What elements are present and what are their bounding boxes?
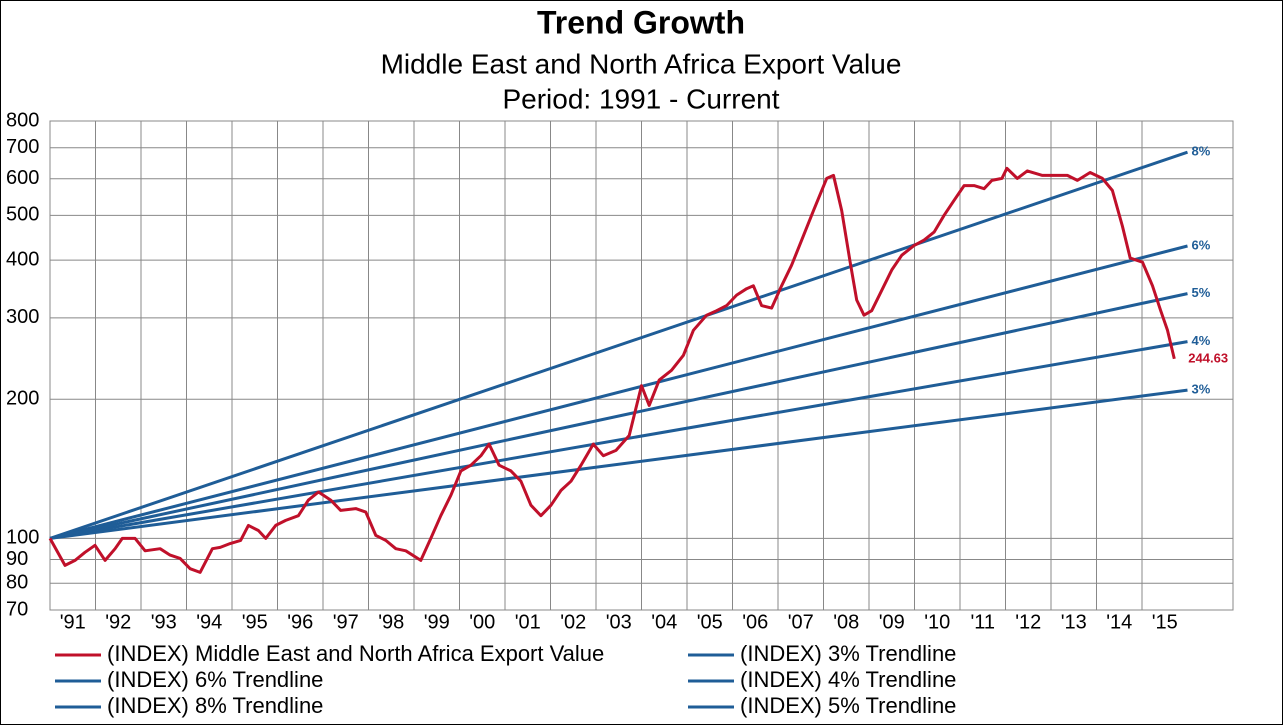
- series-line: [49, 388, 1188, 540]
- end-label: 4%: [1192, 333, 1211, 348]
- chart-title: Trend Growth: [537, 4, 745, 40]
- x-tick-label: '94: [196, 611, 222, 633]
- x-tick-label: '13: [1061, 611, 1087, 633]
- legend-label: (INDEX) 3% Trendline: [740, 641, 956, 666]
- y-tick-label: 300: [6, 306, 39, 328]
- x-tick-label: '96: [287, 611, 313, 633]
- x-tick-label: '12: [1015, 611, 1041, 633]
- y-tick-label: 600: [6, 167, 39, 189]
- x-tick-label: '92: [105, 611, 131, 633]
- legend-label: (INDEX) Middle East and North Africa Exp…: [107, 641, 604, 666]
- x-tick-label: '06: [742, 611, 768, 633]
- x-tick-label: '00: [469, 611, 495, 633]
- y-tick-label: 100: [6, 527, 39, 549]
- x-tick-label: '15: [1152, 611, 1178, 633]
- legend-label: (INDEX) 6% Trendline: [107, 667, 323, 692]
- end-label: 6%: [1192, 237, 1211, 252]
- x-tick-label: '04: [651, 611, 677, 633]
- legend-label: (INDEX) 4% Trendline: [740, 667, 956, 692]
- series-line: [49, 244, 1188, 540]
- chart-subtitle: Period: 1991 - Current: [502, 83, 779, 114]
- series-line: [49, 150, 1188, 540]
- series-line: [49, 292, 1188, 540]
- x-tick-label: '05: [697, 611, 723, 633]
- y-tick-label: 80: [6, 571, 28, 593]
- x-tick-label: '99: [424, 611, 450, 633]
- x-tick-label: '03: [606, 611, 632, 633]
- y-tick-label: 70: [6, 598, 28, 620]
- x-tick-label: '91: [60, 611, 86, 633]
- y-tick-label: 90: [6, 548, 28, 570]
- x-tick-label: '93: [151, 611, 177, 633]
- legend-label: (INDEX) 5% Trendline: [740, 693, 956, 718]
- x-tick-label: '10: [924, 611, 950, 633]
- x-tick-label: '14: [1106, 611, 1132, 633]
- series-line: [48, 166, 1176, 574]
- x-tick-label: '08: [833, 611, 859, 633]
- end-label: 8%: [1192, 144, 1211, 159]
- y-tick-label: 700: [6, 136, 39, 158]
- x-tick-label: '98: [378, 611, 404, 633]
- y-tick-label: 800: [6, 109, 39, 131]
- end-label: 5%: [1192, 285, 1211, 300]
- y-tick-label: 500: [6, 204, 39, 226]
- x-tick-label: '95: [242, 611, 268, 633]
- x-tick-label: '11: [970, 611, 995, 633]
- legend-label: (INDEX) 8% Trendline: [107, 693, 323, 718]
- series-line: [49, 340, 1188, 540]
- y-tick-label: 400: [6, 248, 39, 270]
- x-tick-label: '01: [515, 611, 541, 633]
- end-label: 3%: [1192, 381, 1211, 396]
- x-tick-label: '97: [333, 611, 359, 633]
- value-label: 244.63: [1188, 350, 1228, 365]
- y-tick-label: 200: [6, 388, 39, 410]
- x-tick-label: '02: [560, 611, 586, 633]
- x-tick-label: '07: [788, 611, 814, 633]
- x-tick-label: '09: [879, 611, 905, 633]
- chart-subtitle: Middle East and North Africa Export Valu…: [381, 48, 902, 79]
